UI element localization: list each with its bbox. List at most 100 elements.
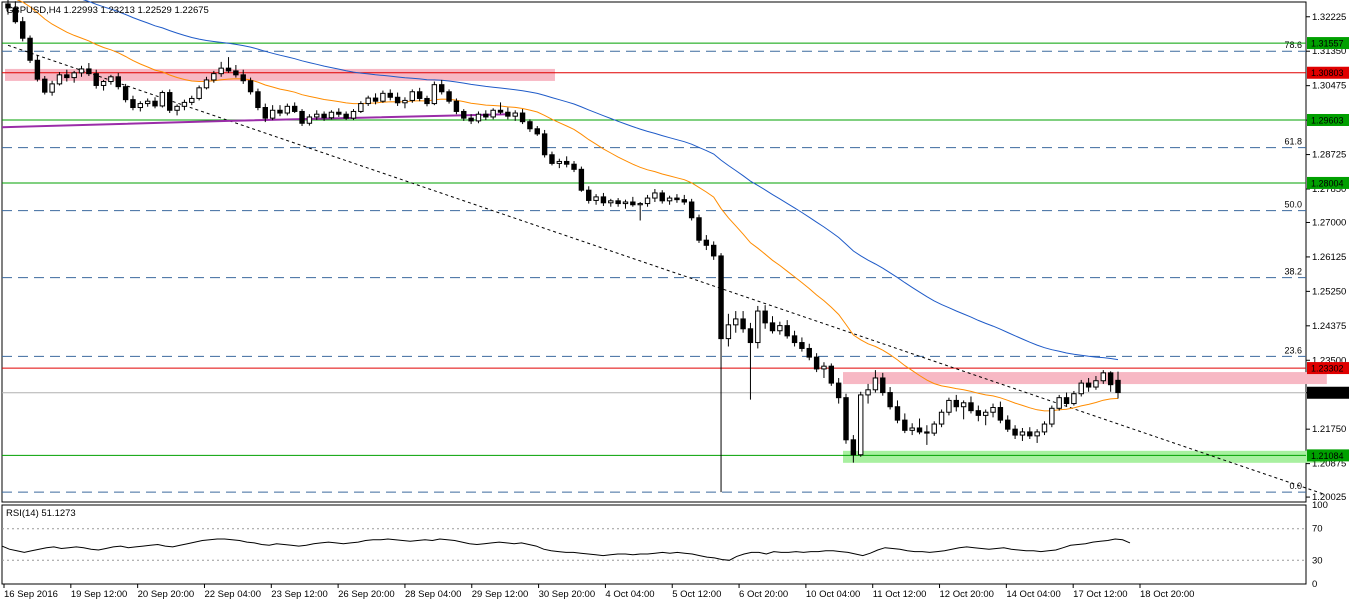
price-tick-label-0: 1.32225	[1312, 12, 1346, 23]
candle-body-24	[181, 101, 188, 107]
candle-body-75	[556, 160, 563, 164]
candle-body-84	[622, 201, 629, 205]
fib-label-0.0: 0.0	[1289, 481, 1302, 491]
candle-body-49	[365, 97, 371, 105]
candle-body-113	[835, 382, 842, 399]
price-tag-bg-1.29603	[1307, 113, 1349, 126]
candle-body-83	[615, 200, 621, 205]
price-tag-bg-1.31557	[1307, 37, 1349, 50]
candle-body-121	[894, 406, 901, 421]
candle-body-61	[453, 100, 460, 112]
time-tick-label-15: 14 Oct 04:00	[1006, 589, 1060, 600]
candle-body-144	[1063, 397, 1070, 405]
candle-body-79	[586, 189, 592, 201]
candle-body-19	[144, 100, 151, 105]
price-tag-bg-1.30803	[1307, 66, 1349, 79]
candle-body-33	[247, 80, 254, 93]
candle-body-69	[512, 112, 518, 117]
candle-body-18	[137, 103, 144, 109]
candle-body-101	[747, 328, 754, 344]
candle-body-108	[799, 342, 805, 349]
current-price-tag: 1.22675	[1311, 388, 1344, 398]
candle-body-51	[380, 92, 386, 102]
price-tag-1.30803: 1.30803	[1311, 68, 1344, 78]
candle-body-87	[644, 197, 651, 205]
price-tick-label-12: 1.21750	[1312, 424, 1346, 435]
candle-body-39	[291, 105, 298, 112]
candle-body-17	[130, 99, 136, 109]
candle-body-8	[64, 74, 70, 79]
candle-body-40	[299, 110, 305, 124]
candle-body-22	[167, 92, 173, 111]
price-tick-label-6: 1.27000	[1312, 217, 1346, 228]
price-tick-label-13: 1.20875	[1312, 459, 1346, 470]
candle-body-30	[225, 67, 232, 72]
candle-body-14	[108, 76, 114, 83]
fib-label-38.2: 38.2	[1284, 267, 1302, 277]
candle-body-66	[490, 109, 496, 118]
rsi-line	[1, 538, 1131, 561]
price-tag-1.29603: 1.29603	[1311, 115, 1344, 125]
candle-body-91	[674, 197, 680, 201]
candle-body-59	[439, 84, 445, 93]
candle-body-6	[49, 83, 55, 93]
candle-body-74	[549, 154, 555, 164]
candle-body-111	[821, 365, 827, 370]
time-tick-label-6: 28 Sep 04:00	[405, 589, 462, 600]
candle-body-80	[593, 196, 599, 201]
time-tick-label-0: 16 Sep 2016	[4, 589, 58, 600]
candle-body-77	[571, 163, 577, 170]
price-tag-1.28004: 1.28004	[1311, 178, 1344, 188]
candle-body-68	[505, 111, 511, 117]
candle-body-150	[1107, 372, 1114, 386]
time-tick-label-12: 10 Oct 04:00	[806, 589, 860, 600]
time-tick-label-14: 12 Oct 20:00	[940, 589, 994, 600]
candle-body-70	[519, 112, 526, 123]
time-tick-label-16: 17 Oct 12:00	[1073, 589, 1127, 600]
price-tick-label-8: 1.25250	[1312, 286, 1346, 297]
fib-label-23.6: 23.6	[1284, 345, 1302, 355]
candle-body-132	[975, 410, 982, 416]
candle-body-102	[755, 310, 761, 344]
price-tick-label-2: 1.30475	[1312, 81, 1346, 92]
main-panel-frame	[1, 1, 1307, 503]
candle-body-117	[865, 389, 871, 396]
rsi-axis-label-0: 100	[1312, 500, 1328, 511]
price-tag-bg-1.28004	[1307, 176, 1349, 189]
candle-body-31	[233, 70, 239, 76]
rsi-panel-frame	[1, 504, 1307, 585]
price-tag-1.23302: 1.23302	[1311, 364, 1344, 374]
time-tick-label-4: 23 Sep 12:00	[271, 589, 328, 600]
candle-body-137	[1012, 428, 1018, 436]
candle-body-2	[19, 21, 26, 39]
candle-body-99	[733, 318, 739, 326]
candle-body-20	[152, 100, 158, 107]
candle-body-3	[27, 37, 33, 61]
main-panel: 78.6 61.8 50.0 38.2 23.6 0.0	[1, 0, 1327, 503]
price-tick-label-7: 1.26125	[1312, 252, 1346, 263]
candle-body-9	[71, 72, 77, 79]
candle-body-36	[269, 109, 276, 119]
trend-line	[7, 44, 1324, 495]
candle-body-67	[497, 109, 504, 113]
candle-body-46	[343, 113, 349, 119]
price-tick-label-14: 1.20025	[1312, 492, 1346, 503]
candle-body-55	[409, 91, 416, 101]
time-tick-label-10: 5 Oct 12:00	[672, 589, 721, 600]
candle-body-23	[174, 105, 180, 111]
candle-body-139	[1027, 431, 1033, 437]
candle-body-43	[321, 113, 327, 119]
candle-body-90	[666, 197, 673, 202]
rsi-axis-label-3: 0	[1312, 579, 1317, 590]
candle-body-122	[902, 419, 908, 431]
candle-body-128	[946, 399, 952, 413]
candle-body-25	[189, 97, 195, 103]
candle-body-38	[284, 105, 291, 114]
zone-0	[5, 68, 555, 81]
price-tag-bg-1.21084	[1307, 449, 1349, 462]
rsi-axis-label-1: 70	[1312, 524, 1323, 535]
slow-ma-line	[82, 0, 1119, 361]
candle-body-15	[115, 76, 121, 88]
candle-body-129	[953, 399, 959, 408]
